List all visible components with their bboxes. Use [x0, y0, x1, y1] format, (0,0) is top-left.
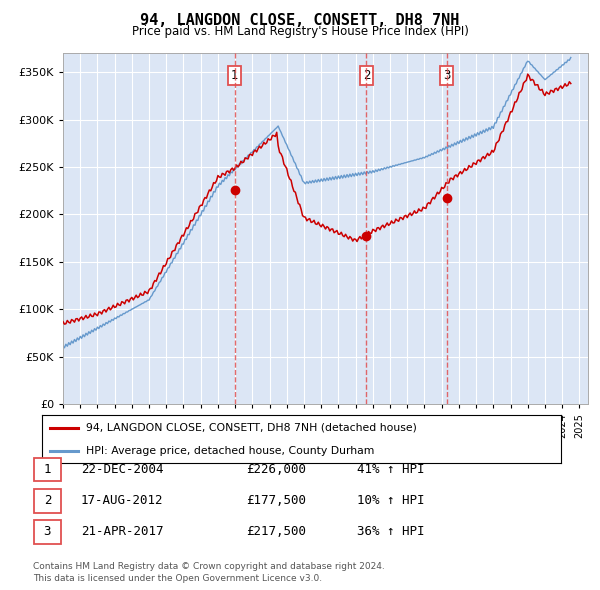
Text: 94, LANGDON CLOSE, CONSETT, DH8 7NH: 94, LANGDON CLOSE, CONSETT, DH8 7NH [140, 13, 460, 28]
Text: 36% ↑ HPI: 36% ↑ HPI [357, 525, 425, 538]
Text: 10% ↑ HPI: 10% ↑ HPI [357, 494, 425, 507]
Text: 2: 2 [44, 494, 51, 507]
Text: 94, LANGDON CLOSE, CONSETT, DH8 7NH (detached house): 94, LANGDON CLOSE, CONSETT, DH8 7NH (det… [86, 423, 417, 433]
Text: £226,000: £226,000 [246, 463, 306, 476]
Text: Contains HM Land Registry data © Crown copyright and database right 2024.
This d: Contains HM Land Registry data © Crown c… [33, 562, 385, 583]
Text: 1: 1 [44, 463, 51, 476]
Text: 3: 3 [44, 525, 51, 538]
Text: 2: 2 [363, 69, 370, 82]
Text: £217,500: £217,500 [246, 525, 306, 538]
Text: 3: 3 [443, 69, 451, 82]
Text: 22-DEC-2004: 22-DEC-2004 [81, 463, 163, 476]
Text: 21-APR-2017: 21-APR-2017 [81, 525, 163, 538]
Text: HPI: Average price, detached house, County Durham: HPI: Average price, detached house, Coun… [86, 446, 374, 456]
Text: 1: 1 [231, 69, 238, 82]
Text: 17-AUG-2012: 17-AUG-2012 [81, 494, 163, 507]
Text: Price paid vs. HM Land Registry's House Price Index (HPI): Price paid vs. HM Land Registry's House … [131, 25, 469, 38]
Text: £177,500: £177,500 [246, 494, 306, 507]
Text: 41% ↑ HPI: 41% ↑ HPI [357, 463, 425, 476]
